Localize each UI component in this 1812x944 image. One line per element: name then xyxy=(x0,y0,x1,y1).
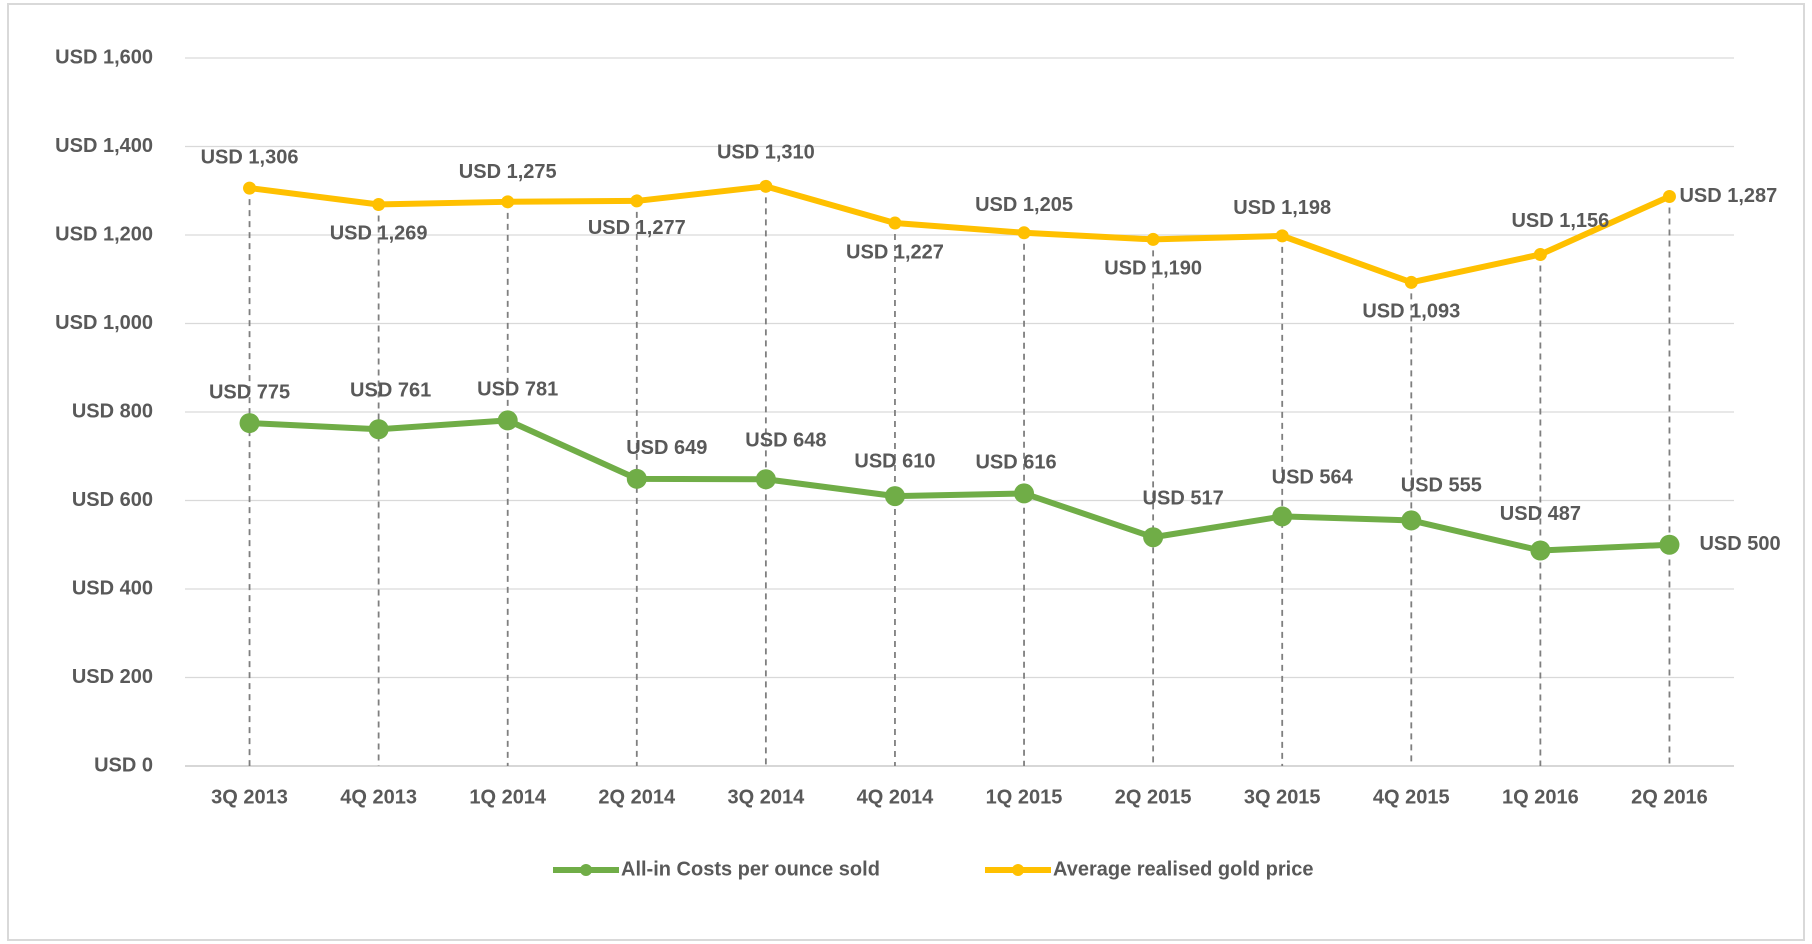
data-label: USD 775 xyxy=(209,381,290,403)
data-label: USD 1,269 xyxy=(330,223,428,245)
y-tick-label: USD 200 xyxy=(72,666,153,688)
data-label: USD 1,093 xyxy=(1362,301,1460,323)
marker xyxy=(1662,190,1676,204)
data-label: USD 761 xyxy=(350,380,431,402)
y-tick-label: USD 1,000 xyxy=(55,312,153,334)
y-tick-label: USD 400 xyxy=(72,577,153,599)
data-label: USD 1,156 xyxy=(1511,210,1609,232)
marker xyxy=(1533,247,1547,261)
marker xyxy=(1659,534,1680,555)
marker xyxy=(1401,510,1422,531)
series-line xyxy=(249,183,1671,286)
data-label: USD 517 xyxy=(1143,488,1224,510)
marker xyxy=(626,468,647,489)
marker xyxy=(630,194,644,208)
data-label: USD 1,190 xyxy=(1104,258,1202,280)
data-label: USD 555 xyxy=(1401,475,1482,497)
data-label: USD 649 xyxy=(626,437,707,459)
x-tick-label: 2Q 2016 xyxy=(1631,786,1708,808)
y-tick-label: USD 1,600 xyxy=(55,46,153,68)
marker xyxy=(884,486,905,507)
marker xyxy=(755,469,776,490)
x-tick-label: 1Q 2015 xyxy=(986,786,1063,808)
marker xyxy=(759,179,773,193)
data-label: USD 1,275 xyxy=(459,161,557,183)
marker xyxy=(1146,232,1160,246)
y-tick-label: USD 600 xyxy=(72,489,153,511)
x-tick-label: 2Q 2014 xyxy=(598,786,676,808)
legend-label: Average realised gold price xyxy=(1053,858,1313,880)
data-label: USD 500 xyxy=(1699,533,1780,555)
marker xyxy=(368,419,389,440)
x-tick-label: 3Q 2014 xyxy=(728,786,806,808)
marker xyxy=(1014,483,1035,504)
x-tick-label: 1Q 2016 xyxy=(1502,786,1579,808)
marker xyxy=(1143,527,1164,548)
marker xyxy=(372,197,386,211)
data-label: USD 1,287 xyxy=(1679,185,1777,207)
marker xyxy=(239,413,260,434)
data-label: USD 1,306 xyxy=(201,146,299,168)
data-label: USD 781 xyxy=(477,379,558,401)
series-line xyxy=(249,417,1670,554)
x-tick-label: 4Q 2014 xyxy=(857,786,935,808)
marker xyxy=(1530,540,1551,561)
x-tick-label: 2Q 2015 xyxy=(1115,786,1192,808)
y-tick-label: USD 1,200 xyxy=(55,223,153,245)
data-label: USD 1,277 xyxy=(588,217,686,239)
marker xyxy=(501,195,515,209)
data-label: USD 1,310 xyxy=(717,142,815,164)
data-label: USD 610 xyxy=(854,450,935,472)
marker xyxy=(1275,229,1289,243)
legend-marker xyxy=(1012,864,1024,876)
marker xyxy=(1017,226,1031,240)
x-tick-label: 3Q 2015 xyxy=(1244,786,1321,808)
x-tick-label: 4Q 2015 xyxy=(1373,786,1450,808)
x-tick-label: 3Q 2013 xyxy=(211,786,288,808)
x-tick-label: 4Q 2013 xyxy=(340,786,417,808)
marker xyxy=(1404,275,1418,289)
y-tick-label: USD 0 xyxy=(94,754,153,776)
legend-label: All-in Costs per ounce sold xyxy=(621,858,880,880)
data-label: USD 1,205 xyxy=(975,194,1073,216)
x-tick-label: 1Q 2014 xyxy=(469,786,547,808)
data-label: USD 564 xyxy=(1272,467,1354,489)
marker xyxy=(888,216,902,230)
marker xyxy=(497,410,518,431)
data-label: USD 487 xyxy=(1500,503,1581,525)
legend-marker xyxy=(580,864,592,876)
data-label: USD 1,198 xyxy=(1233,197,1331,219)
marker xyxy=(243,181,257,195)
y-tick-label: USD 800 xyxy=(72,400,153,422)
data-label: USD 648 xyxy=(745,430,826,452)
data-label: USD 1,227 xyxy=(846,241,944,263)
data-label: USD 616 xyxy=(975,452,1056,474)
y-tick-label: USD 1,400 xyxy=(55,135,153,157)
marker xyxy=(1272,506,1293,527)
chart-border xyxy=(7,3,1805,941)
